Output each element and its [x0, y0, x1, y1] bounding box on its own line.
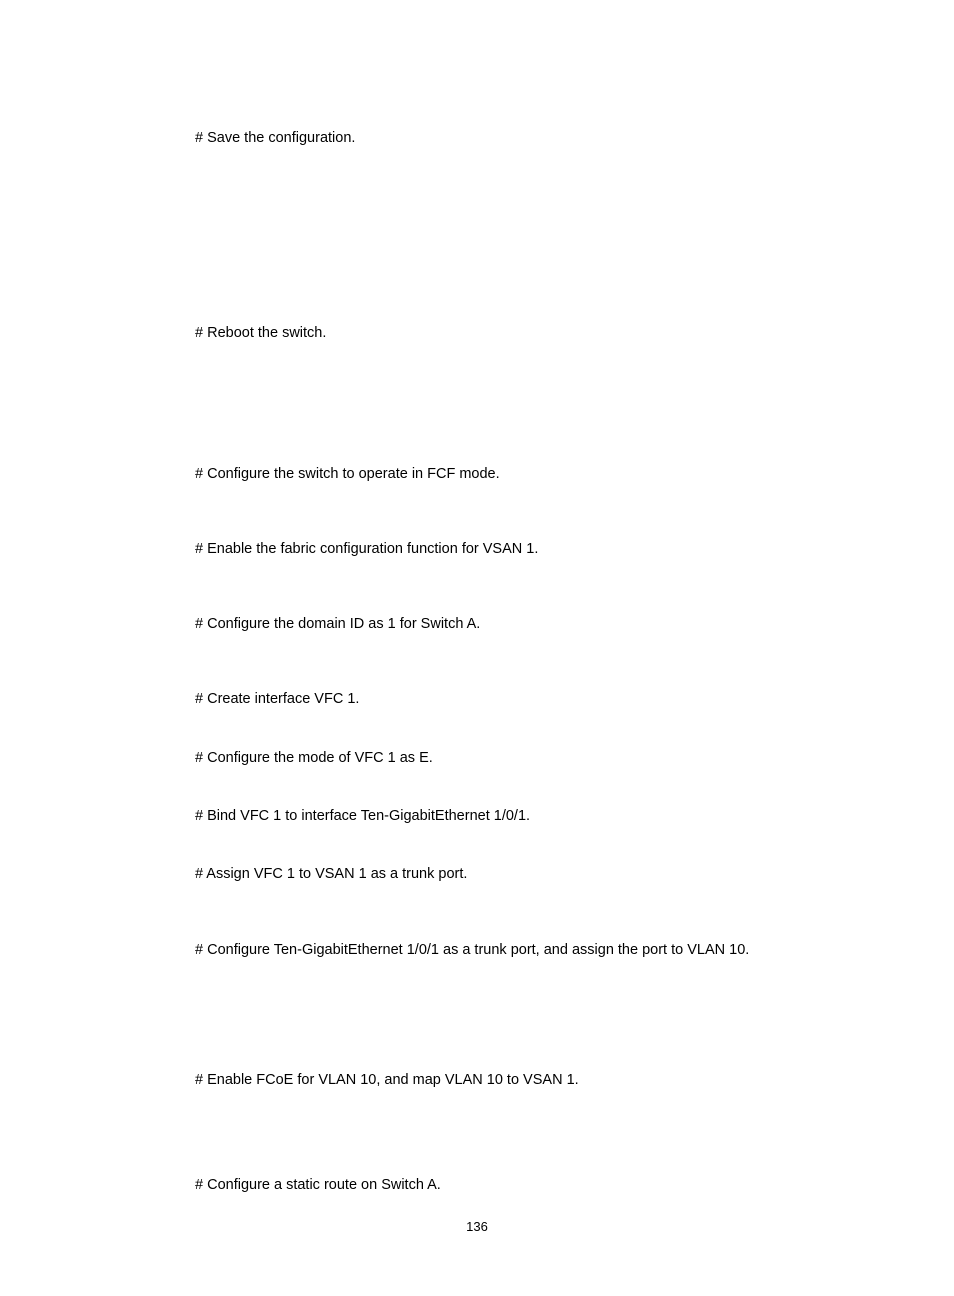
instruction-line: # Configure the domain ID as 1 for Switc… [195, 614, 864, 634]
instruction-line: # Reboot the switch. [195, 323, 864, 343]
instruction-line: # Enable FCoE for VLAN 10, and map VLAN … [195, 1070, 864, 1090]
instruction-line: # Save the configuration. [195, 128, 864, 148]
instruction-line: # Create interface VFC 1. [195, 689, 864, 709]
instruction-line: # Configure Ten-GigabitEthernet 1/0/1 as… [195, 940, 864, 960]
instruction-line: # Configure a static route on Switch A. [195, 1175, 864, 1195]
page-number: 136 [0, 1219, 954, 1234]
instruction-line: # Configure the switch to operate in FCF… [195, 464, 864, 484]
instruction-line: # Enable the fabric configuration functi… [195, 539, 864, 559]
page-content: # Save the configuration. # Reboot the s… [0, 0, 954, 1196]
instruction-line: # Configure the mode of VFC 1 as E. [195, 748, 864, 768]
instruction-line: # Assign VFC 1 to VSAN 1 as a trunk port… [195, 864, 864, 884]
instruction-line: # Bind VFC 1 to interface Ten-GigabitEth… [195, 806, 864, 826]
